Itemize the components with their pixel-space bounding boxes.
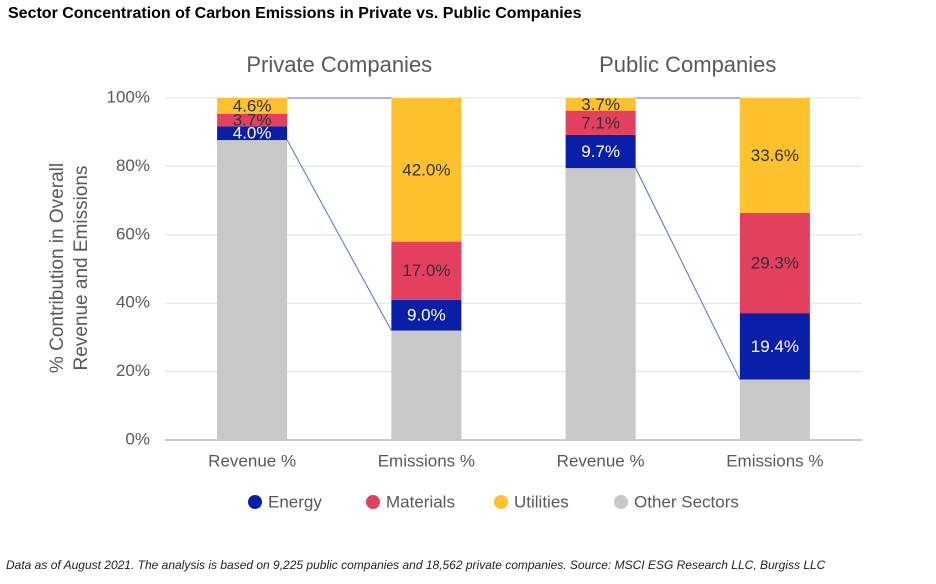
bar-segment bbox=[391, 299, 462, 331]
bar-segment bbox=[217, 140, 288, 441]
data-label: 3.7% bbox=[233, 111, 272, 130]
data-label: 7.1% bbox=[581, 113, 620, 132]
bar-segment bbox=[739, 98, 810, 213]
x-tick-label: Emissions % bbox=[378, 451, 475, 470]
data-label: 29.3% bbox=[751, 253, 799, 272]
connector-line bbox=[286, 139, 392, 331]
bar-segment bbox=[391, 330, 462, 440]
legend-marker bbox=[494, 495, 508, 509]
legend-marker bbox=[248, 495, 262, 509]
data-label: 33.6% bbox=[751, 146, 799, 165]
legend-marker bbox=[614, 495, 628, 509]
bar-segment bbox=[565, 110, 636, 135]
legend-label: Utilities bbox=[514, 492, 569, 511]
y-tick-label: 40% bbox=[116, 293, 150, 312]
x-tick-label: Emissions % bbox=[726, 451, 823, 470]
data-label: 42.0% bbox=[402, 160, 450, 179]
bar-segment bbox=[391, 241, 462, 300]
data-label: 4.6% bbox=[233, 96, 272, 115]
data-label: 19.4% bbox=[751, 337, 799, 356]
y-tick-label: 20% bbox=[116, 361, 150, 380]
data-label: 17.0% bbox=[402, 261, 450, 280]
bar-segment bbox=[739, 212, 810, 314]
group-title: Public Companies bbox=[599, 52, 776, 77]
y-tick-label: 100% bbox=[107, 87, 150, 106]
y-axis-title: Revenue and Emissions bbox=[71, 166, 92, 371]
bar-segment bbox=[217, 113, 288, 127]
legend-label: Energy bbox=[268, 492, 322, 511]
bar-segment bbox=[565, 168, 636, 441]
bar-segment bbox=[739, 313, 810, 380]
footnote: Data as of August 2021. The analysis is … bbox=[6, 558, 826, 572]
x-tick-label: Revenue % bbox=[208, 451, 296, 470]
y-tick-label: 80% bbox=[116, 156, 150, 175]
y-tick-label: 0% bbox=[125, 429, 150, 448]
bar-segment bbox=[565, 134, 636, 169]
y-tick-label: 60% bbox=[116, 224, 150, 243]
bar-segment bbox=[217, 98, 288, 114]
bar-segment bbox=[739, 379, 810, 440]
bar-segment bbox=[391, 98, 462, 242]
legend-label: Materials bbox=[386, 492, 455, 511]
y-axis-title: % Contribution in Overall bbox=[47, 163, 68, 373]
data-label: 3.7% bbox=[581, 95, 620, 114]
connector-line bbox=[635, 167, 741, 380]
chart-title: Sector Concentration of Carbon Emissions… bbox=[8, 5, 582, 22]
data-label: 9.7% bbox=[581, 142, 620, 161]
legend-label: Other Sectors bbox=[634, 492, 739, 511]
legend-marker bbox=[366, 495, 380, 509]
x-tick-label: Revenue % bbox=[557, 451, 645, 470]
data-label: 4.0% bbox=[233, 124, 272, 143]
bar-segment bbox=[217, 126, 288, 141]
data-label: 9.0% bbox=[407, 306, 446, 325]
group-title: Private Companies bbox=[246, 52, 432, 77]
bar-segment bbox=[565, 98, 636, 111]
